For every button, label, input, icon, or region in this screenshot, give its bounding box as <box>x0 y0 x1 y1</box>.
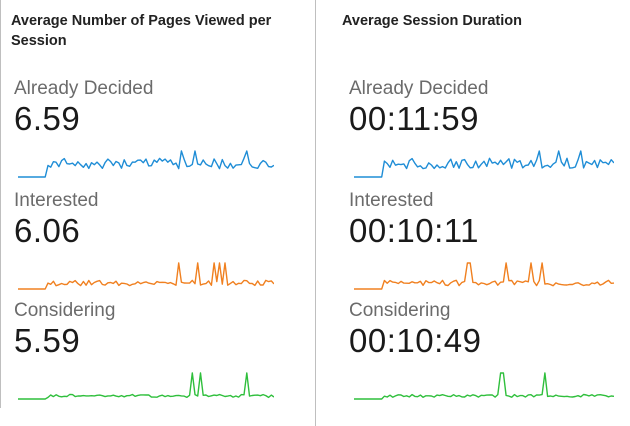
metric-considering: Considering 00:10:49 <box>318 300 630 412</box>
series-value: 6.59 <box>14 100 81 137</box>
series-label: Considering <box>349 300 451 321</box>
series-label: Interested <box>349 190 434 211</box>
sparkline-path <box>354 372 614 400</box>
series-label: Considering <box>14 300 116 321</box>
panel-title: Average Session Duration <box>342 13 522 29</box>
series-value: 00:10:11 <box>349 212 480 249</box>
panel-title: Average Number of Pages Viewed per Sessi… <box>11 13 272 49</box>
metric-already-decided: Already Decided 6.59 <box>0 78 300 190</box>
sparkline <box>18 150 274 178</box>
metric-already-decided: Already Decided 00:11:59 <box>318 78 630 190</box>
sparkline <box>18 372 274 400</box>
sparkline <box>354 372 614 400</box>
metric-interested: Interested 6.06 <box>0 190 300 302</box>
series-value: 6.06 <box>14 212 81 249</box>
series-value: 5.59 <box>14 322 81 359</box>
series-label: Already Decided <box>14 78 154 99</box>
sparkline <box>354 262 614 290</box>
sparkline-path <box>18 372 274 400</box>
series-label: Already Decided <box>349 78 489 99</box>
metric-considering: Considering 5.59 <box>0 300 300 412</box>
series-value: 00:10:49 <box>349 322 482 359</box>
sparkline <box>18 262 274 290</box>
left-divider <box>0 0 1 408</box>
panel-divider <box>315 0 316 426</box>
sparkline-path <box>18 150 274 178</box>
series-value: 00:11:59 <box>349 100 480 137</box>
metric-interested: Interested 00:10:11 <box>318 190 630 302</box>
series-label: Interested <box>14 190 99 211</box>
sparkline <box>354 150 614 178</box>
sparkline-path <box>354 262 614 290</box>
sparkline-path <box>18 262 274 290</box>
sparkline-path <box>354 150 614 178</box>
